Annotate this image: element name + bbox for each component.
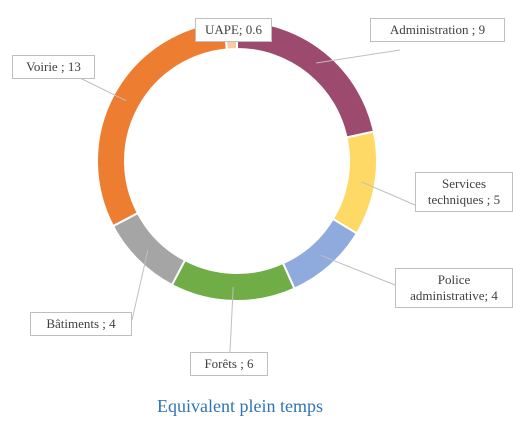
data-label: Police administrative; 4 [395, 268, 513, 308]
slice [111, 211, 187, 287]
leader-line [131, 249, 149, 321]
data-label: Forêts ; 6 [190, 352, 268, 376]
data-label: UAPE; 0.6 [195, 18, 272, 42]
leader-line [79, 77, 127, 102]
slice [281, 217, 359, 290]
data-label: Bâtiments ; 4 [30, 312, 132, 336]
chart-title: Equivalent plein temps [157, 396, 323, 416]
slice [96, 20, 228, 228]
data-label: Administration ; 9 [370, 18, 505, 42]
leader-line [316, 49, 401, 64]
leader-line [361, 181, 416, 206]
leader-line [229, 286, 234, 353]
data-label: Services techniques ; 5 [415, 172, 513, 212]
leader-line [320, 254, 396, 286]
data-label: Voirie ; 13 [12, 55, 95, 79]
slice [331, 130, 378, 235]
